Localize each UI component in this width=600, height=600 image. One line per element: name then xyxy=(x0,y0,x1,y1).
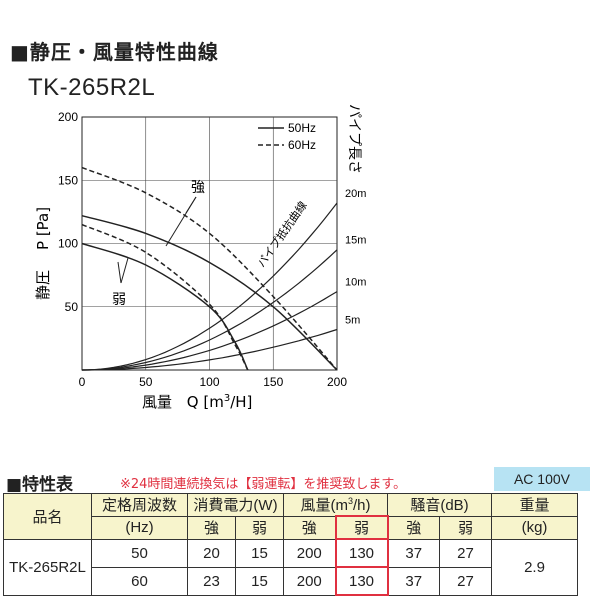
cell-air-strong: 200 xyxy=(283,566,336,596)
pipe-resistance-curves: 5m 10m 15m 20m xyxy=(81,188,366,371)
x-tick-label: 0 xyxy=(79,375,86,389)
annotation-weak-pointer-2 xyxy=(117,261,122,284)
annotation-weak: 弱 xyxy=(112,292,126,308)
cell-air-weak: 130 xyxy=(334,566,389,596)
cell-air-strong: 200 xyxy=(283,538,336,568)
fan-curve xyxy=(81,242,249,371)
fan-curve xyxy=(81,214,338,371)
table-row: 60 23 15 200 130 37 27 xyxy=(4,566,578,596)
header-freq-unit: (Hz) xyxy=(91,515,188,540)
pipe-length-label: 5m xyxy=(345,314,360,326)
fan-curve xyxy=(81,223,249,371)
cell-noise-weak: 27 xyxy=(439,566,492,596)
pipe-length-label: 15m xyxy=(345,235,366,247)
x-tick-label: 200 xyxy=(327,375,347,389)
pipe-curve xyxy=(82,328,338,371)
pq-chart: 5m 10m 15m 20m 0 50 100 150 200 50 100 150 200 50Hz… xyxy=(34,104,366,411)
header-freq: 定格周波数 xyxy=(91,493,188,517)
fan-curve xyxy=(81,166,338,371)
model-name: TK-265R2L xyxy=(28,74,156,101)
header-air-weak: 弱 xyxy=(334,515,389,540)
y-tick-label: 50 xyxy=(65,300,79,314)
annotation-strong: 強 xyxy=(191,180,205,196)
x-axis-label-a: 風量 xyxy=(142,393,172,411)
cell-power-weak: 15 xyxy=(235,566,284,596)
chart-grid xyxy=(81,116,338,371)
cell-air-weak: 130 xyxy=(334,538,389,568)
spec-table: 品名 定格周波数 消費電力(W) 風量(m3/h) 騒音(dB) 重量 (Hz)… xyxy=(3,493,578,596)
legend-label: 50Hz xyxy=(288,121,316,135)
pipe-curve-label: パイプ抵抗曲線 xyxy=(254,199,310,270)
spec-note: ※24時間連続換気は【弱運転】を推奨致します。 xyxy=(120,477,407,492)
pipe-curve xyxy=(82,291,338,371)
header-power-strong: 強 xyxy=(187,515,236,540)
pipe-curve xyxy=(81,202,338,371)
header-weight: 重量 xyxy=(491,493,578,517)
x-axis-label-c: /H] xyxy=(230,393,252,411)
header-power: 消費電力(W) xyxy=(187,493,284,517)
annotation-weak-pointer xyxy=(120,257,129,284)
pipe-length-label: 10m xyxy=(345,276,366,288)
cell-freq: 50 xyxy=(91,538,188,568)
cell-power-weak: 15 xyxy=(235,538,284,568)
x-axis-label-sup: 3 xyxy=(224,393,230,404)
x-tick-label: 100 xyxy=(199,375,219,389)
cell-power-strong: 20 xyxy=(187,538,236,568)
cell-noise-strong: 37 xyxy=(387,538,440,568)
header-airflow: 風量(m3/h) xyxy=(283,493,388,517)
x-axis-label-b: Q [m xyxy=(187,393,224,411)
y-tick-label: 150 xyxy=(58,173,78,187)
x-tick-label: 50 xyxy=(139,375,153,389)
header-noise: 騒音(dB) xyxy=(387,493,492,517)
cell-freq: 60 xyxy=(91,566,188,596)
y-axis-label-a: 静圧 xyxy=(34,270,52,300)
x-axis-label: 風量 Q [m3/H] xyxy=(142,393,252,411)
y-tick-label: 200 xyxy=(58,110,78,124)
header-weight-unit: (kg) xyxy=(491,515,578,540)
spec-title: ■特性表 xyxy=(6,475,74,495)
page-title: ■静圧・風量特性曲線 xyxy=(10,40,219,64)
cell-weight: 2.9 xyxy=(491,538,578,596)
header-name: 品名 xyxy=(3,493,92,540)
header-noise-strong: 強 xyxy=(387,515,440,540)
y-tick-label: 100 xyxy=(58,237,78,251)
pipe-length-label: 20m xyxy=(345,188,366,200)
legend-label: 60Hz xyxy=(288,138,316,152)
header-power-weak: 弱 xyxy=(235,515,284,540)
fan-curves xyxy=(81,166,338,371)
cell-noise-weak: 27 xyxy=(439,538,492,568)
table-row: TK-265R2L 50 20 15 200 130 37 27 2.9 xyxy=(3,538,578,596)
axis-ticks: 0 50 100 150 200 50 100 150 200 xyxy=(58,110,347,389)
product-name: TK-265R2L xyxy=(3,538,92,596)
x-tick-label: 150 xyxy=(263,375,283,389)
cell-noise-strong: 37 xyxy=(387,566,440,596)
pipe-axis-label: パイプ長さ xyxy=(346,104,362,174)
header-noise-weak: 弱 xyxy=(439,515,492,540)
y-axis-label-b: P [Pa] xyxy=(34,207,52,250)
annotation-strong-pointer-2 xyxy=(185,196,197,214)
pipe-curve xyxy=(81,249,338,371)
header-air-strong: 強 xyxy=(283,515,336,540)
chart-legend: 50Hz 60Hz xyxy=(258,121,316,152)
cell-power-strong: 23 xyxy=(187,566,236,596)
power-badge: AC 100V xyxy=(494,467,590,491)
